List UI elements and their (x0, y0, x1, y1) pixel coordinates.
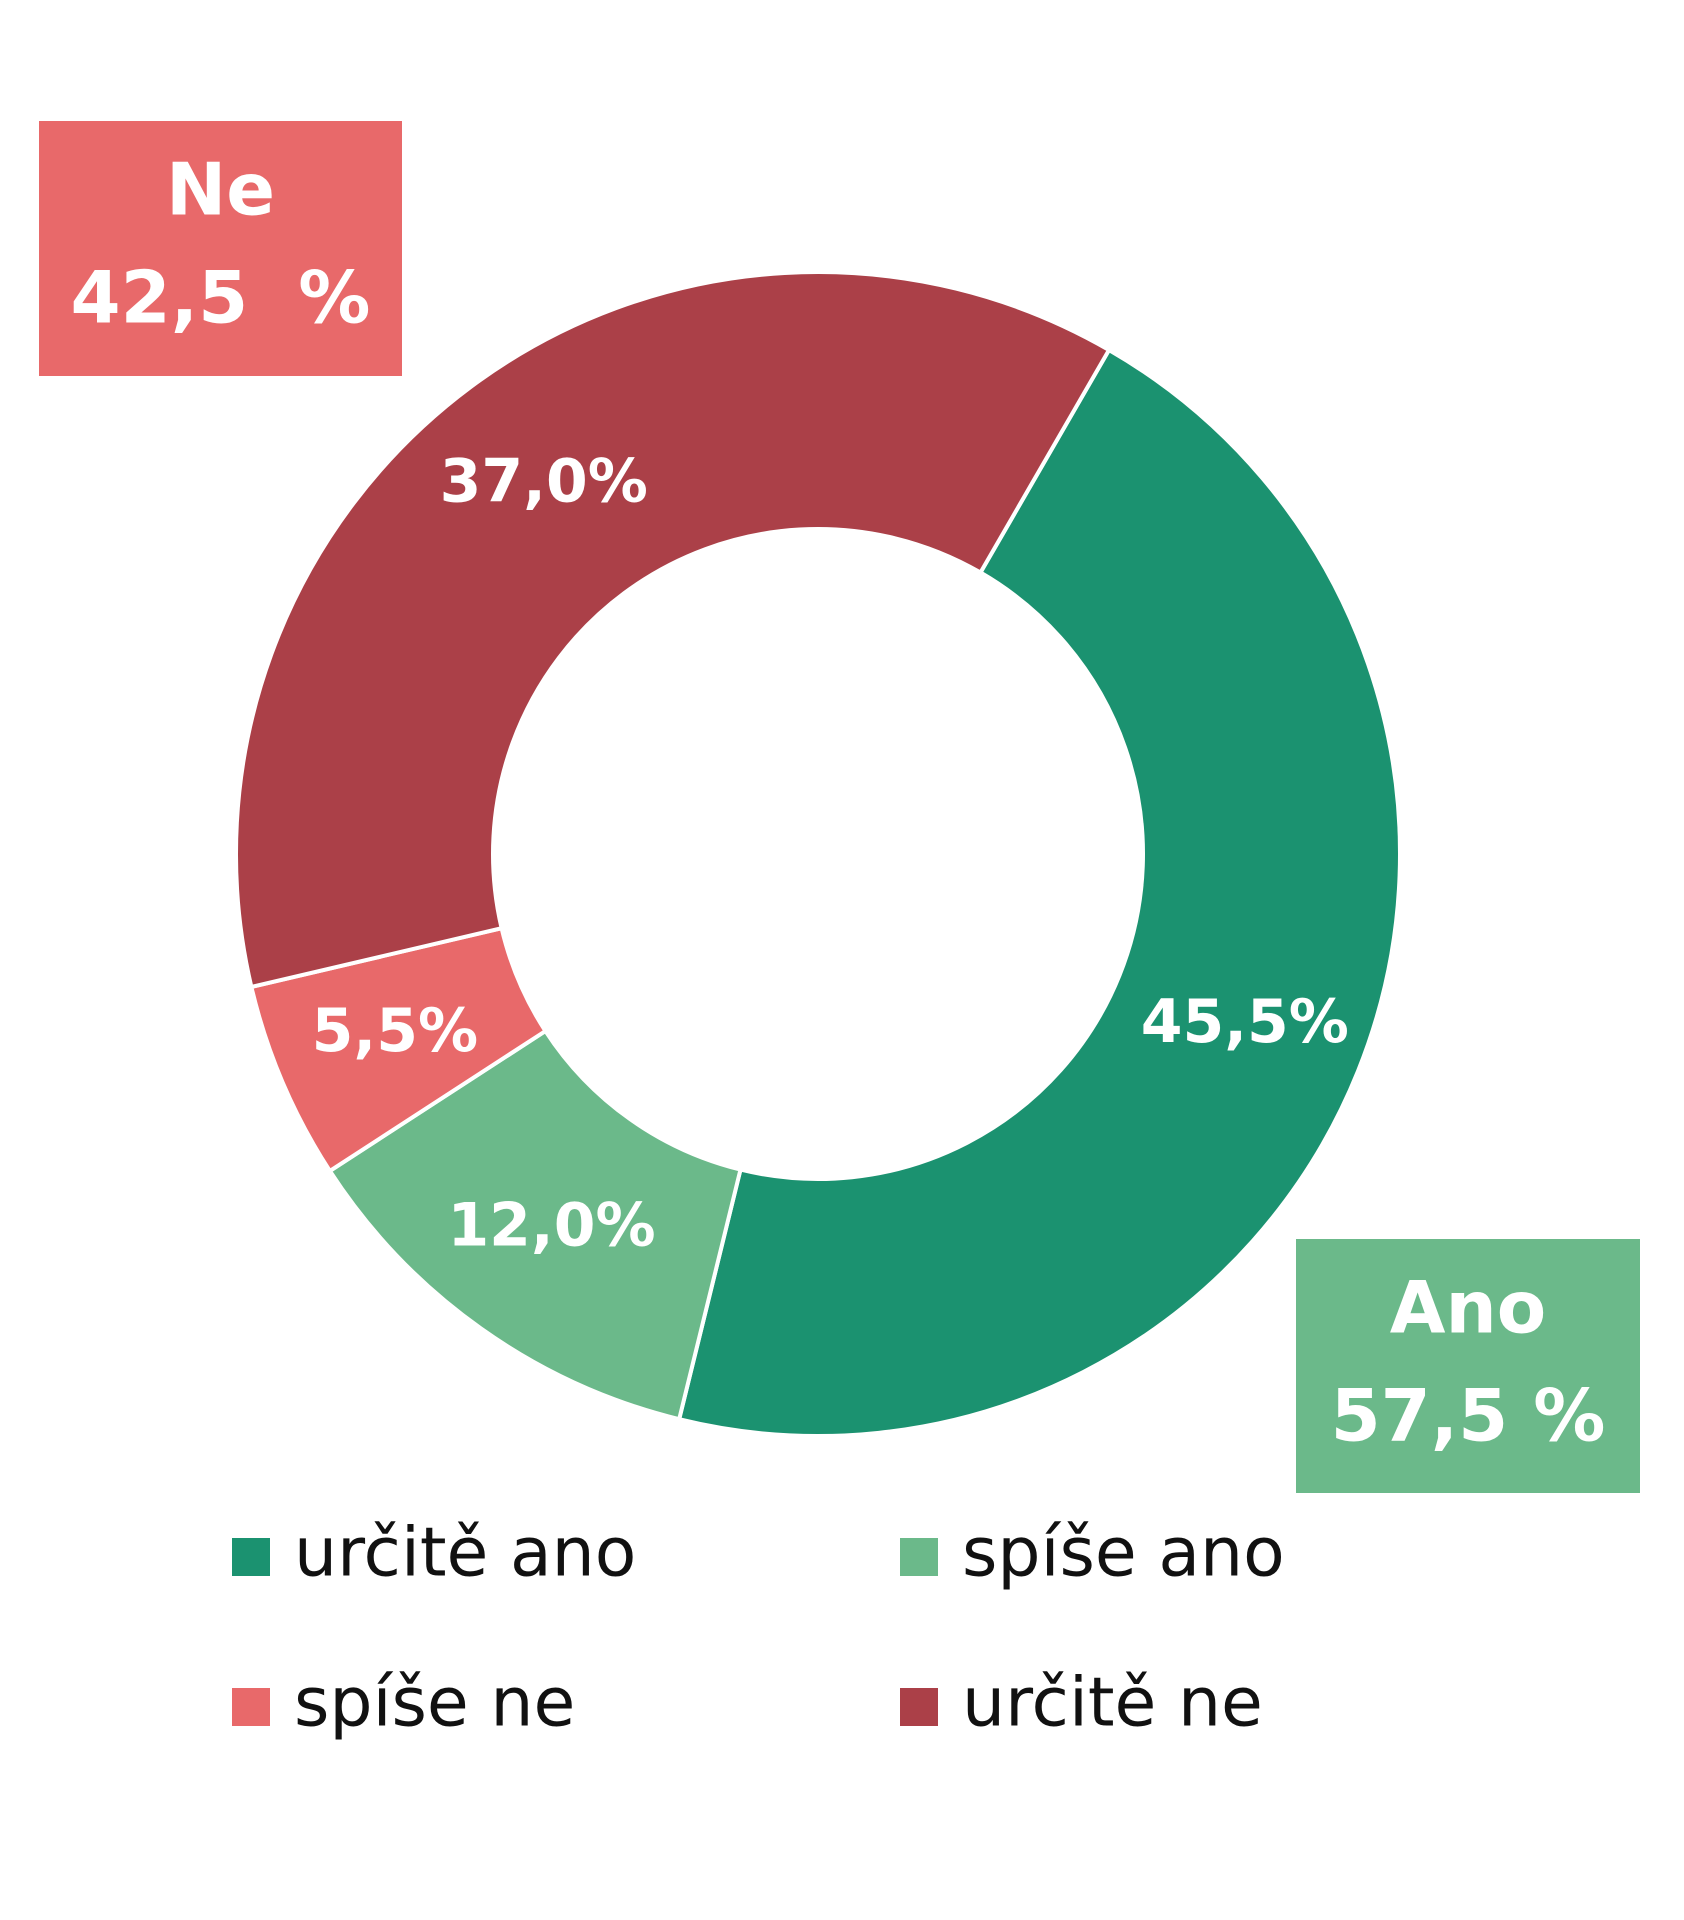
legend-swatch (900, 1688, 938, 1726)
summary-box (39, 121, 402, 376)
legend-swatch (232, 1538, 270, 1576)
legend-label: určitě ne (962, 1664, 1263, 1743)
donut-segment (327, 1028, 743, 1422)
summary-title: Ne (166, 148, 275, 232)
segment-label: 12,0% (447, 1191, 655, 1261)
summary-value: 57,5 % (1331, 1374, 1606, 1458)
segment-label: 37,0% (440, 446, 648, 516)
donut-segment (676, 347, 1402, 1438)
segment-label: 5,5% (312, 996, 478, 1066)
legend-label: určitě ano (294, 1514, 636, 1593)
legend-swatch (232, 1688, 270, 1726)
legend-label: spíše ne (294, 1664, 575, 1743)
donut-segment (234, 270, 1112, 990)
summary-title: Ano (1390, 1266, 1546, 1350)
legend-label: spíše ano (962, 1514, 1285, 1593)
summary-box (1296, 1239, 1640, 1493)
summary-value: 42,5 % (71, 256, 371, 340)
segment-label: 45,5% (1141, 987, 1349, 1057)
legend-swatch (900, 1538, 938, 1576)
